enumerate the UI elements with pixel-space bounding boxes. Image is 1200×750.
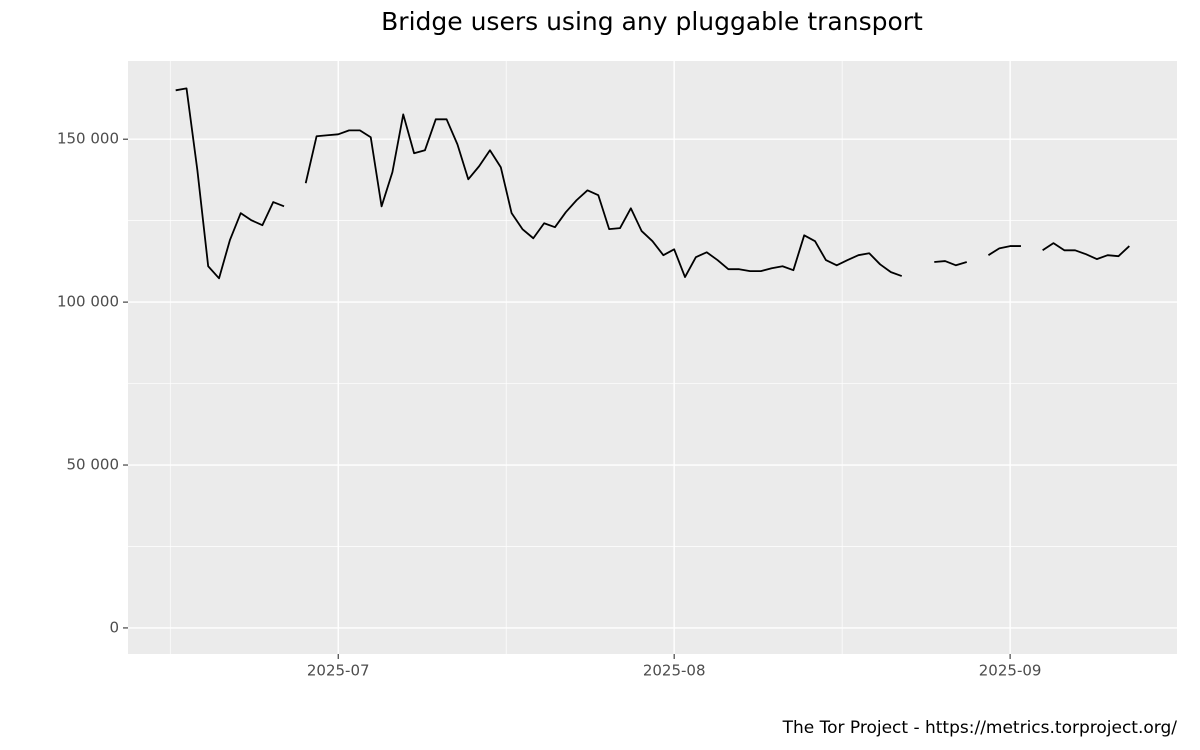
x-tick-label: 2025-07 [307, 662, 370, 680]
y-tick-label: 0 [109, 618, 119, 636]
y-tick-label: 100 000 [57, 293, 119, 311]
x-tick-label: 2025-09 [979, 662, 1042, 680]
y-tick-label: 150 000 [57, 130, 119, 148]
y-tick-label: 50 000 [67, 456, 120, 474]
plot-panel [128, 61, 1177, 654]
x-tick-label: 2025-08 [643, 662, 706, 680]
data-line [175, 87, 1130, 280]
caption: The Tor Project - https://metrics.torpro… [782, 718, 1178, 738]
chart-title: Bridge users using any pluggable transpo… [381, 7, 923, 36]
